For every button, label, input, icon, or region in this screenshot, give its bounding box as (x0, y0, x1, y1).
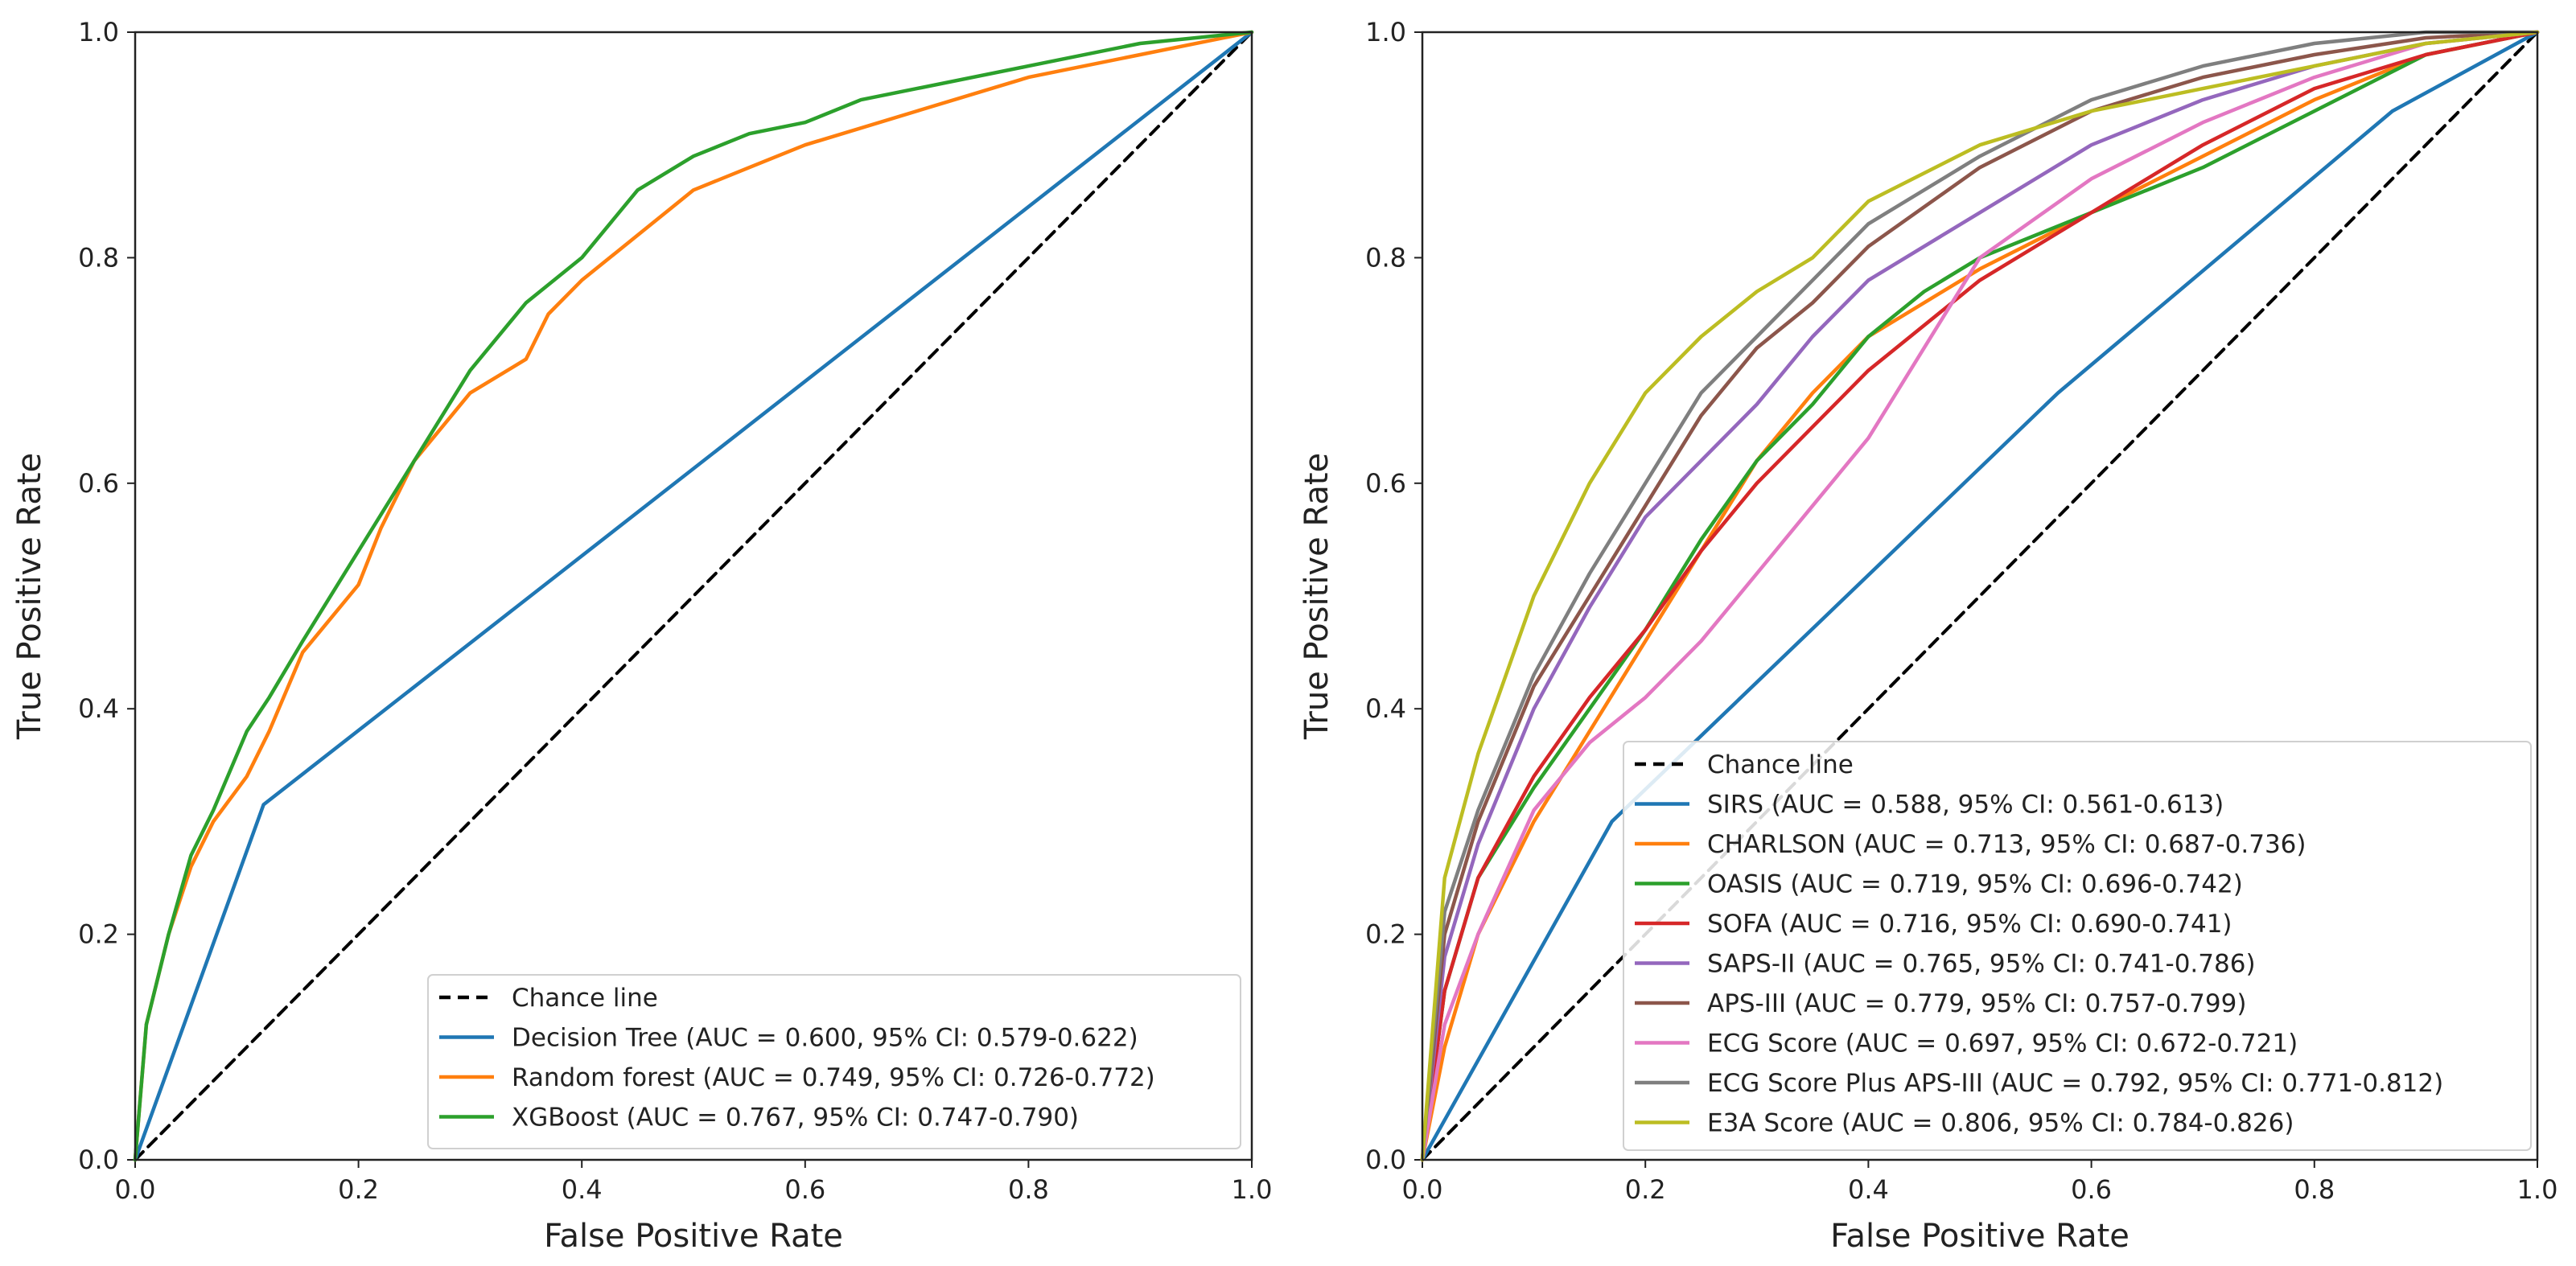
legend-entry: E3A Score (AUC = 0.806, 95% CI: 0.784-0.… (1707, 1109, 2294, 1138)
x-tick-label: 1.0 (2517, 1174, 2558, 1205)
plot-frame (1421, 31, 2539, 1161)
legend-entry: Chance line (512, 984, 658, 1013)
x-tick-label: 0.6 (784, 1174, 825, 1205)
y-tick-label: 0.6 (1365, 468, 1406, 499)
legend-entry: Decision Tree (AUC = 0.600, 95% CI: 0.57… (512, 1024, 1138, 1053)
roc-curve-8 (1420, 30, 2540, 1162)
roc-curve-1 (1420, 30, 2540, 1162)
y-tick-label: 0.8 (1365, 242, 1406, 273)
x-tick-label: 0.8 (2294, 1174, 2335, 1205)
x-axis-label: False Positive Rate (544, 1218, 843, 1255)
x-tick-label: 0.6 (2071, 1174, 2112, 1205)
y-tick-label: 1.0 (78, 17, 119, 47)
y-tick-label: 0.0 (78, 1145, 119, 1175)
roc-curve-2 (133, 30, 1254, 1162)
y-tick-label: 0.4 (78, 693, 119, 724)
y-tick-label: 0.8 (78, 242, 119, 273)
legend-entry: XGBoost (AUC = 0.767, 95% CI: 0.747-0.79… (512, 1104, 1079, 1132)
roc-curve-7 (1420, 30, 2540, 1162)
y-axis-label: True Positive Rate (1298, 453, 1335, 740)
y-tick-label: 1.0 (1365, 17, 1406, 47)
x-tick-label: 0.4 (1848, 1174, 1889, 1205)
y-tick-label: 0.0 (1365, 1145, 1406, 1175)
y-tick-label: 0.4 (1365, 693, 1406, 724)
legend-entry: SAPS-II (AUC = 0.765, 95% CI: 0.741-0.78… (1707, 950, 2256, 979)
roc-curve-9 (1420, 30, 2540, 1162)
legend-entry: CHARLSON (AUC = 0.713, 95% CI: 0.687-0.7… (1707, 830, 2306, 859)
legend-box (427, 974, 1241, 1149)
x-tick-label: 0.2 (338, 1174, 379, 1205)
legend-box (1623, 741, 2532, 1151)
x-axis-label: False Positive Rate (1830, 1218, 2130, 1255)
legend-entry: OASIS (AUC = 0.719, 95% CI: 0.696-0.742) (1707, 870, 2243, 899)
roc-curve-4 (1420, 30, 2540, 1162)
x-tick-label: 0.0 (115, 1174, 156, 1205)
roc-curve-2 (1420, 30, 2540, 1162)
roc-panel-scores: 0.0 0.2 0.4 0.6 0.8 1.0 0.0 0.2 0.4 0.6 0.8 1.0 Fals… (1298, 17, 2557, 1255)
x-tick-label: 0.0 (1402, 1174, 1443, 1205)
x-tick-label: 1.0 (1232, 1174, 1273, 1205)
x-tick-label: 0.4 (562, 1174, 603, 1205)
y-axis-label: True Positive Rate (11, 453, 48, 740)
roc-curve-6 (1420, 30, 2540, 1162)
legend-entry: ECG Score Plus APS-III (AUC = 0.792, 95%… (1707, 1069, 2443, 1098)
x-tick-label: 0.2 (1625, 1174, 1666, 1205)
legend-entry: SOFA (AUC = 0.716, 95% CI: 0.690-0.741) (1707, 910, 2232, 939)
legend-entry: ECG Score (AUC = 0.697, 95% CI: 0.672-0.… (1707, 1030, 2298, 1058)
roc-panel-models: 0.0 0.2 0.4 0.6 0.8 1.0 0.0 0.2 0.4 0.6 0.8 1.0 Fals… (11, 17, 1272, 1255)
x-tick-label: 0.8 (1008, 1174, 1049, 1205)
roc-curve-3 (133, 30, 1254, 1162)
legend-entry: Chance line (1707, 750, 1854, 779)
y-tick-label: 0.6 (78, 468, 119, 499)
legend-entry: SIRS (AUC = 0.588, 95% CI: 0.561-0.613) (1707, 791, 2224, 820)
legend-entry: Random forest (AUC = 0.749, 95% CI: 0.72… (512, 1063, 1155, 1092)
y-tick-label: 0.2 (1365, 919, 1406, 950)
legend-entry: APS-III (AUC = 0.779, 95% CI: 0.757-0.79… (1707, 989, 2246, 1018)
chance-line (134, 31, 1253, 1161)
y-tick-label: 0.2 (78, 919, 119, 950)
roc-curve-1 (133, 30, 1254, 1162)
plot-frame (134, 31, 1253, 1161)
chance-line (1421, 31, 2539, 1161)
roc-curve-5 (1420, 30, 2540, 1162)
roc-curve-3 (1420, 30, 2540, 1162)
